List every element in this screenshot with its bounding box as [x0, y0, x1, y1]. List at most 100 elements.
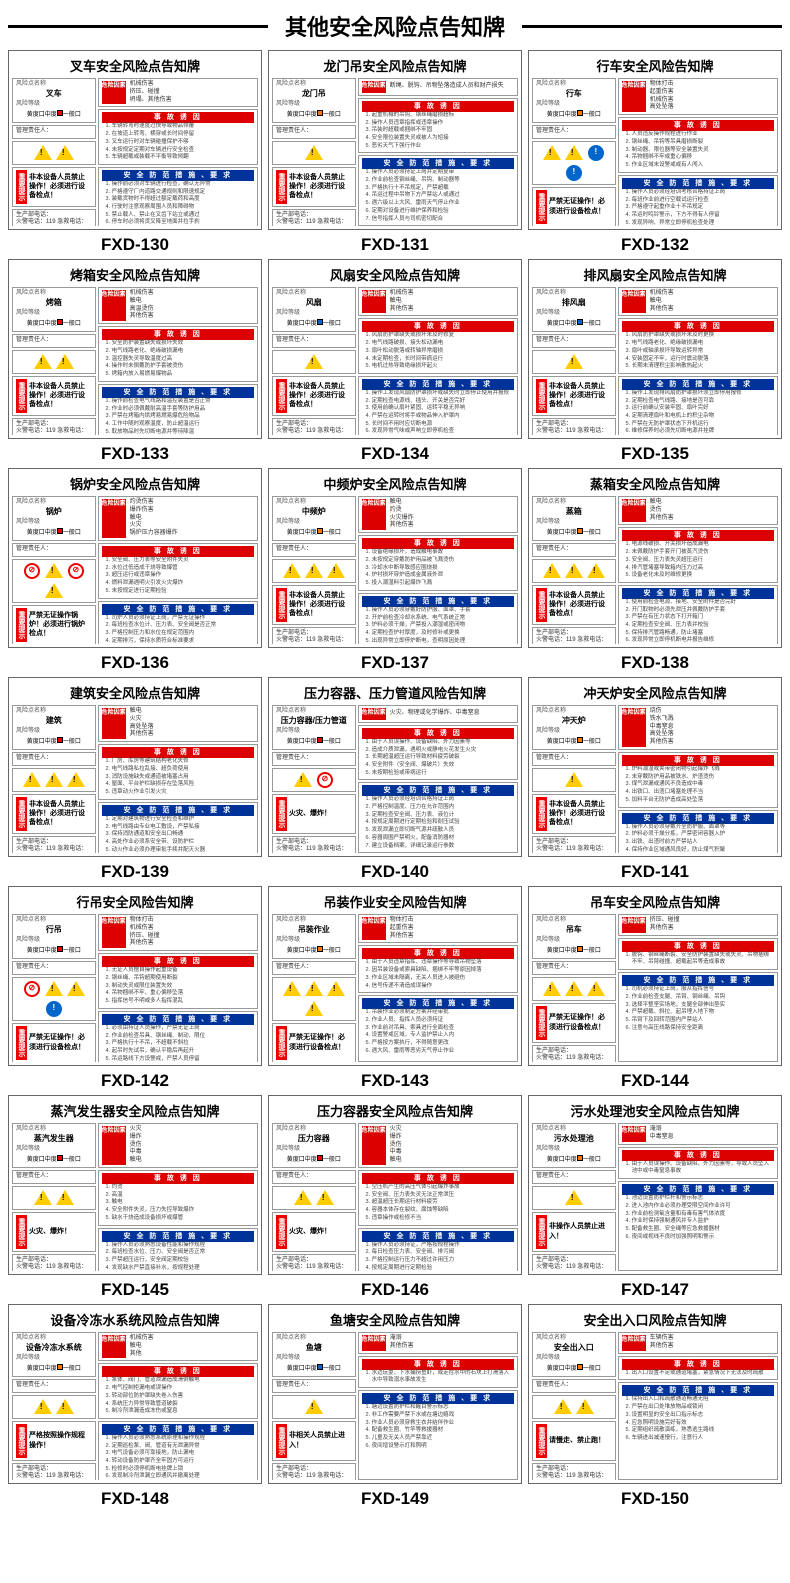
product-code: FXD-140 [268, 857, 522, 882]
warning-triangle-icon [542, 144, 562, 162]
sign-title: 污水处理池安全风险点告知牌 [532, 1099, 778, 1123]
manager-box: 管理责任人： [272, 752, 356, 766]
hazard-factors: 危险因素 机械伤害触电其他伤害 [358, 287, 518, 316]
risk-point-info: 风险点名称 设备冷冻水系统 风险等级 黄度口中度一般口 [12, 1332, 96, 1377]
hazard-icons: !! [532, 141, 616, 185]
warning-triangle-icon [55, 144, 75, 162]
important-tip: 重要提示 非相关人员禁止进入！ [272, 1421, 356, 1461]
accident-causes: 事 故 诱 因 安全阀、压力表等安全附件失灵水位过低造成干烧导致爆管超压运行或违… [98, 543, 258, 599]
risk-point-info: 风险点名称 蒸汽发生器 风险等级 黄度口中度一般口 [12, 1123, 96, 1168]
product-code: FXD-133 [8, 439, 262, 464]
important-tip: 重要提示 非本设备人员禁止操作！必须进行设备检点！ [12, 376, 96, 416]
important-tip: 重要提示 火灾、爆炸！ [272, 1212, 356, 1252]
important-tip: 重要提示 非本设备人员禁止操作！必须进行设备检点！ [12, 167, 96, 207]
emergency-phone: 生产部电话： 火警电话：119 急救电话：120 [532, 418, 616, 435]
mandatory-icon: ! [586, 144, 606, 162]
manager-box: 管理责任人： [12, 752, 96, 766]
accident-causes: 事 故 诱 因 脱钩、钢丝绳断裂、安全防护装置缺失或失灵、吊物捆绑不牢、吊臂碰撞… [618, 938, 778, 970]
sign-card: 龙门吊安全风险点告知牌 风险点名称 龙门吊 风险等级 黄度口中度一般口 管理责任… [268, 50, 522, 255]
warning-triangle-icon [66, 771, 86, 789]
safety-measures: 安 全 防 范 措 施 、要 求 保持出入口和疏散通道畅通无阻严禁在出口处堆放物… [618, 1382, 778, 1480]
sign-title: 吊装作业安全风险告知牌 [272, 890, 518, 914]
product-code: FXD-145 [8, 1275, 262, 1300]
warning-triangle-icon [282, 980, 302, 998]
important-tip: 重要提示 非本设备人员禁止操作！必须进行设备检点！ [532, 794, 616, 834]
safety-measures: 安 全 防 范 措 施 、要 求 操作人员必须持证，严格按规程操作每日检查压力表… [358, 1228, 518, 1271]
emergency-phone: 生产部电话： 火警电话：119 急救电话：120 [12, 1254, 96, 1271]
important-tip: 重要提示 严禁无证操作！必须进行设备检点！ [532, 187, 616, 226]
warning-triangle-icon [44, 980, 64, 998]
sign-board: 叉车安全风险点告知牌 风险点名称 叉车 风险等级 黄度口中度一般口 管理责任人：… [8, 50, 262, 230]
hazard-factors: 危险因素 物体打击起重伤害机械伤害高处坠落 [618, 78, 778, 115]
safety-measures: 安 全 防 范 措 施 、要 求 操作人员必须熟悉系统原理和操作规程定期巡检泵、… [98, 1421, 258, 1480]
warning-triangle-icon [542, 980, 562, 998]
sign-board: 吊车安全风险点告知牌 风险点名称 吊车 风险等级 黄度口中度一般口 管理责任人：… [528, 886, 782, 1066]
risk-point-info: 风险点名称 吊车 风险等级 黄度口中度一般口 [532, 914, 616, 959]
manager-box: 管理责任人： [532, 334, 616, 348]
product-code: FXD-148 [8, 1484, 262, 1509]
accident-causes: 事 故 诱 因 厂房、库房等建筑结构老化失修电气线路私拉乱接、超负荷使用消防设施… [98, 744, 258, 800]
sign-title: 建筑安全风险点告知牌 [12, 681, 258, 705]
product-code: FXD-131 [268, 230, 522, 255]
accident-causes: 事 故 诱 因 起重机械的吊钩、钢丝绳磨损超标操作人员违章指挥或违章操作吊装时超… [358, 98, 518, 154]
product-code: FXD-135 [528, 439, 782, 464]
warning-triangle-icon [564, 771, 584, 789]
important-tip: 重要提示 火灾、爆炸！ [272, 794, 356, 834]
product-code: FXD-149 [268, 1484, 522, 1509]
sign-board: 中频炉安全风险点告知牌 风险点名称 中频炉 风险等级 黄度口中度一般口 管理责任… [268, 468, 522, 648]
sign-title: 风扇安全风险点告知牌 [272, 263, 518, 287]
sign-card: 行吊安全风险告知牌 风险点名称 行吊 风险等级 黄度口中度一般口 管理责任人： … [8, 886, 262, 1091]
warning-triangle-icon [304, 1000, 324, 1018]
risk-point-info: 风险点名称 叉车 风险等级 黄度口中度一般口 [12, 78, 96, 123]
accident-causes: 事 故 诱 因 人员违反操作规程进行作业钢丝绳、吊钩等吊具磨损断裂制动器、限位器… [618, 117, 778, 173]
safety-measures: 安 全 防 范 措 施 、要 求 吊装作业必须制定方案并经审批作业人员、指挥人员… [358, 995, 518, 1062]
sign-title: 行车安全风险告知牌 [532, 54, 778, 78]
hazard-icons [272, 977, 356, 1021]
hazard-icons [532, 350, 616, 374]
sign-card: 建筑安全风险点告知牌 风险点名称 建筑 风险等级 黄度口中度一般口 管理责任人：… [8, 677, 262, 882]
warning-triangle-icon [33, 1398, 53, 1416]
emergency-phone: 生产部电话： 火警电话：119 急救电话：120 [272, 836, 356, 853]
safety-measures: 安 全 防 范 措 施 、要 求 必须由持证人员操作，严禁无证上岗作业前检查吊具… [98, 1011, 258, 1062]
sign-board: 设备冷冻水系统风险点告知牌 风险点名称 设备冷冻水系统 风险等级 黄度口中度一般… [8, 1304, 262, 1484]
sign-card: 吊车安全风险点告知牌 风险点名称 吊车 风险等级 黄度口中度一般口 管理责任人：… [528, 886, 782, 1091]
safety-measures: 安 全 防 范 措 施 、要 求 操作人员必须穿戴齐全防护服、面罩等炉料必须干燥… [618, 810, 778, 853]
sign-board: 鱼塘安全风险点告知牌 风险点名称 鱼塘 风险等级 黄度口中度一般口 管理责任人：… [268, 1304, 522, 1484]
prohibit-icon: ⊘ [22, 562, 42, 580]
hazard-factors: 危险因素 机械伤害触电高温烫伤其他伤害 [98, 287, 258, 324]
accident-causes: 事 故 诱 因 风扇防护罩缺失或损坏未及时更换电气线路老化、绝缘破损漏电扇叶或轴… [618, 318, 778, 374]
accident-causes: 事 故 诱 因 灼烫高温触电安全附件失灵，压力失控导致爆炸缺水干烧造成设备损坏或… [98, 1170, 258, 1226]
accident-causes: 事 故 诱 因 出入口设置不足或通道堵塞，紧急情况下无法及时疏散 [618, 1356, 778, 1381]
warning-triangle-icon [315, 1189, 335, 1207]
risk-point-info: 风险点名称 压力容器 风险等级 黄度口中度一般口 [272, 1123, 356, 1168]
important-tip: 重要提示 非操作人员禁止进入！ [532, 1212, 616, 1252]
accident-causes: 事 故 诱 因 由于人员误操作、设备缺陷、外力因素等，导致人员坠入池中或中毒窒息… [618, 1147, 778, 1179]
warning-triangle-icon [326, 980, 346, 998]
hazard-icons: ⊘! [12, 977, 96, 1021]
warning-triangle-icon [44, 582, 64, 600]
warning-triangle-icon [44, 771, 64, 789]
important-tip: 重要提示 非本设备人员禁止操作！必须进行设备检点！ [272, 585, 356, 625]
accident-causes: 事 故 诱 因 设备绝缘损坏，造成触电事故未按规定穿戴防护用品被飞溅烫伤冷却水中… [358, 535, 518, 591]
sign-card: 风扇安全风险点告知牌 风险点名称 风扇 风险等级 黄度口中度一般口 管理责任人：… [268, 259, 522, 464]
important-tip: 重要提示 非本设备人员禁止操作！必须进行设备检点！ [272, 167, 356, 207]
manager-box: 管理责任人： [272, 1379, 356, 1393]
hazard-factors: 危险因素 断绳、脱钩、吊物坠落造成人员和财产损失 [358, 78, 518, 96]
manager-box: 管理责任人： [532, 1170, 616, 1184]
risk-point-info: 风险点名称 吊装作业 风险等级 黄度口中度一般口 [272, 914, 356, 959]
product-code: FXD-147 [528, 1275, 782, 1300]
emergency-phone: 生产部电话： 火警电话：119 急救电话：120 [532, 1463, 616, 1480]
sign-board: 安全出入口风险点告知牌 风险点名称 安全出入口 风险等级 黄度口中度一般口 管理… [528, 1304, 782, 1484]
risk-point-info: 风险点名称 压力容器/压力管道 风险等级 黄度口中度一般口 [272, 705, 356, 750]
prohibit-icon: ⊘ [22, 980, 42, 998]
manager-box: 管理责任人： [272, 125, 356, 139]
important-tip: 重要提示 非本设备人员禁止操作！必须进行设备检点！ [532, 376, 616, 416]
risk-point-info: 风险点名称 风扇 风险等级 黄度口中度一般口 [272, 287, 356, 332]
hazard-icons [532, 559, 616, 583]
hazard-icons [532, 768, 616, 792]
product-code: FXD-132 [528, 230, 782, 255]
warning-triangle-icon [304, 144, 324, 162]
risk-point-info: 风险点名称 建筑 风险等级 黄度口中度一般口 [12, 705, 96, 750]
safety-measures: 安 全 防 范 措 施 、要 求 操作人员必须经培训考核合格持证上岗每班作业前进… [618, 175, 778, 226]
manager-box: 管理责任人： [532, 1379, 616, 1393]
